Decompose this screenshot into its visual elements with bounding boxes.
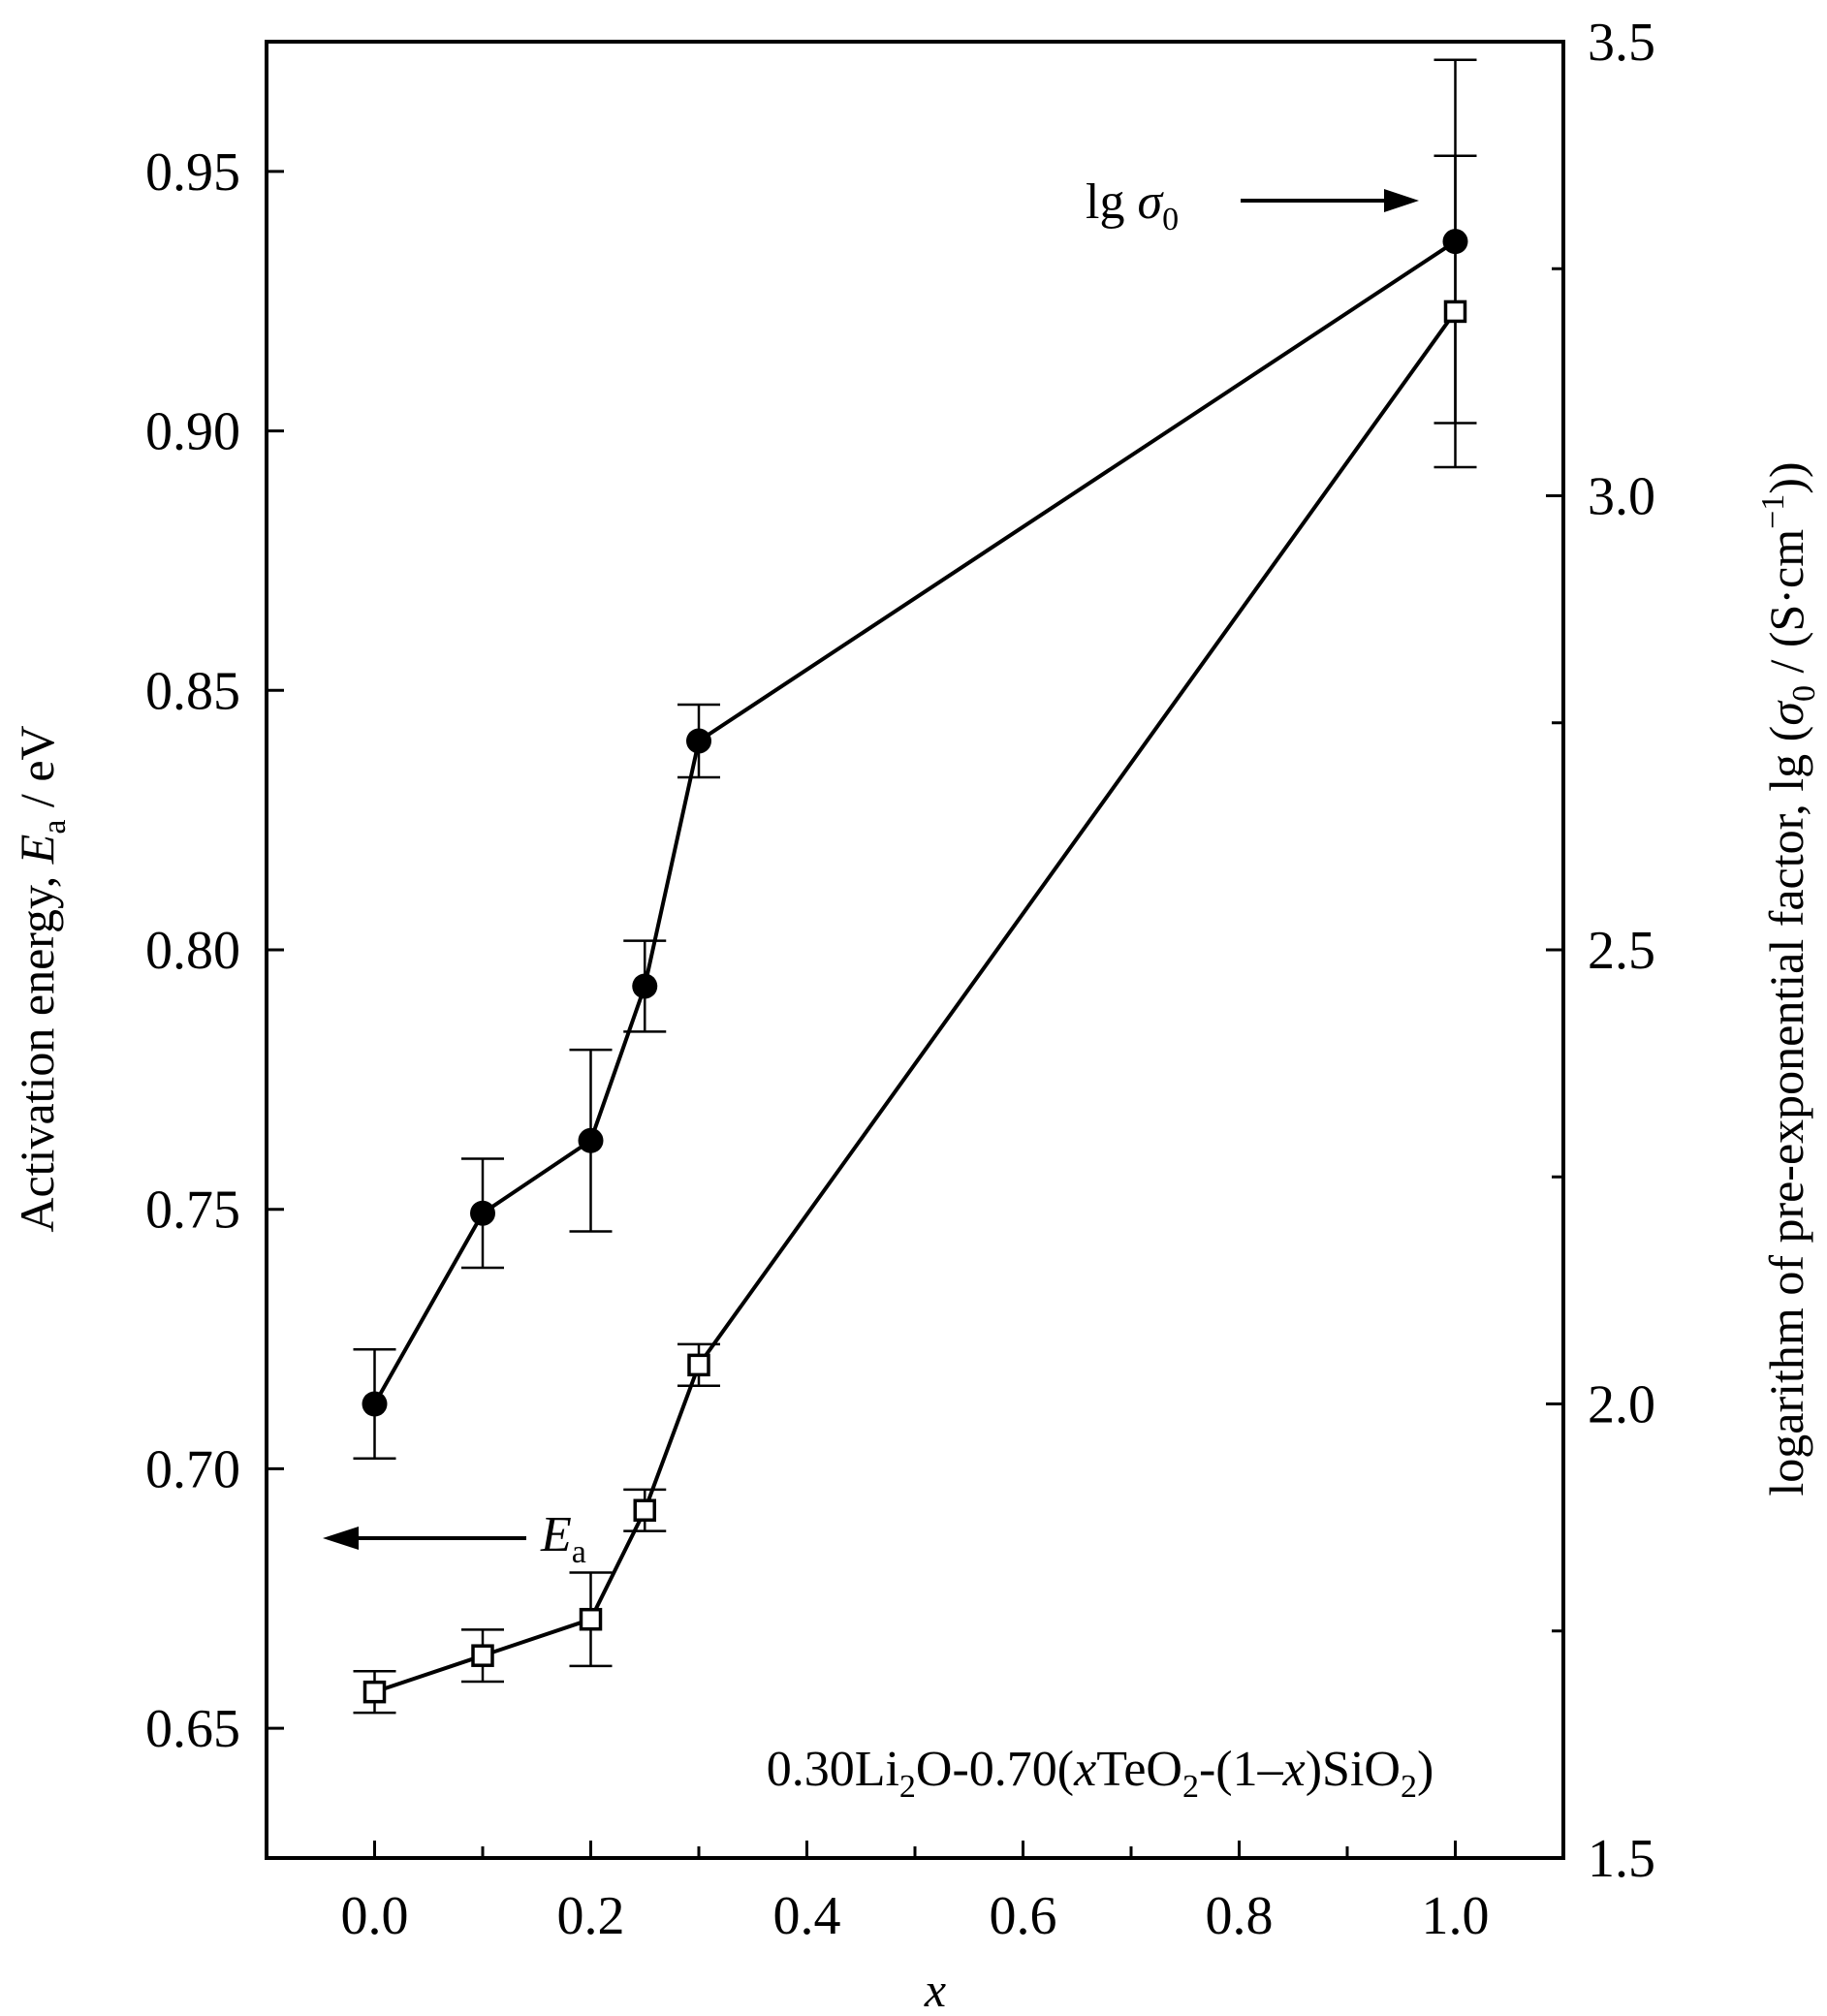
lg-sigma-point (686, 728, 711, 754)
ea-arrow-head (323, 1527, 359, 1550)
y-left-axis-title: Activation energy, Ea / eV (10, 725, 73, 1232)
x-tick-label: 0.4 (773, 1886, 841, 1946)
y-left-tick-label: 0.75 (145, 1181, 240, 1241)
y-left-tick-label: 0.90 (145, 402, 240, 462)
ea-point (579, 1607, 603, 1631)
ea-series-line (373, 310, 1458, 1694)
ea-point (471, 1644, 494, 1667)
lg-sigma-annotation: lg σ0 (1086, 174, 1419, 237)
y-right-tick-label: 3.5 (1588, 13, 1655, 73)
lg-sigma-arrow-head (1384, 189, 1419, 212)
x-tick-label: 0.0 (341, 1886, 409, 1946)
lg-sigma-label: lg σ0 (1086, 174, 1179, 237)
lg-sigma-point (632, 973, 658, 999)
ea-label: Ea (540, 1507, 586, 1570)
x-ticks: 0.0 0.2 0.4 0.6 0.8 1.0 (341, 1841, 1490, 1946)
lg-sigma-point (578, 1127, 604, 1153)
y-left-tick-label: 0.85 (145, 661, 240, 721)
y-right-axis-title: logarithm of pre-exponential factor, lg … (1755, 461, 1822, 1496)
y-right-tick-label: 1.5 (1588, 1829, 1655, 1889)
lg-sigma-series-line (372, 239, 1457, 1405)
x-tick-label: 0.6 (990, 1886, 1057, 1946)
composition-note: 0.30Li2O-0.70(xTeO2-(1–x)SiO2) (767, 1742, 1434, 1805)
ea-point (362, 1680, 387, 1704)
y-left-tick-label: 0.65 (145, 1699, 240, 1759)
lg-sigma-point (470, 1200, 495, 1226)
x-tick-label: 0.8 (1206, 1886, 1274, 1946)
x-tick-label: 0.2 (557, 1886, 625, 1946)
y-left-tick-label: 0.70 (145, 1439, 240, 1499)
lg-sigma-series (353, 58, 1477, 1460)
y-right-tick-label: 2.5 (1588, 921, 1655, 981)
ea-point (633, 1498, 656, 1523)
y-left-tick-label: 0.80 (145, 921, 240, 981)
ea-point (687, 1353, 710, 1377)
y-left-ticks: 0.65 0.70 0.75 0.80 0.85 0.90 0.95 (145, 142, 284, 1759)
lg-sigma-point (362, 1391, 388, 1417)
ea-series (353, 154, 1477, 1715)
y-right-tick-label: 2.0 (1588, 1375, 1655, 1435)
x-axis-title: x (924, 1963, 946, 2016)
x-tick-label: 1.0 (1422, 1886, 1490, 1946)
ea-point (1443, 299, 1467, 324)
y-left-tick-label: 0.95 (145, 142, 240, 203)
y-right-ticks: 1.5 2.0 2.5 3.0 3.5 (1546, 13, 1655, 1889)
y-right-tick-label: 3.0 (1588, 467, 1655, 527)
series-layer (353, 58, 1477, 1715)
ea-annotation: Ea (323, 1507, 586, 1570)
plot-frame (265, 40, 1565, 1860)
